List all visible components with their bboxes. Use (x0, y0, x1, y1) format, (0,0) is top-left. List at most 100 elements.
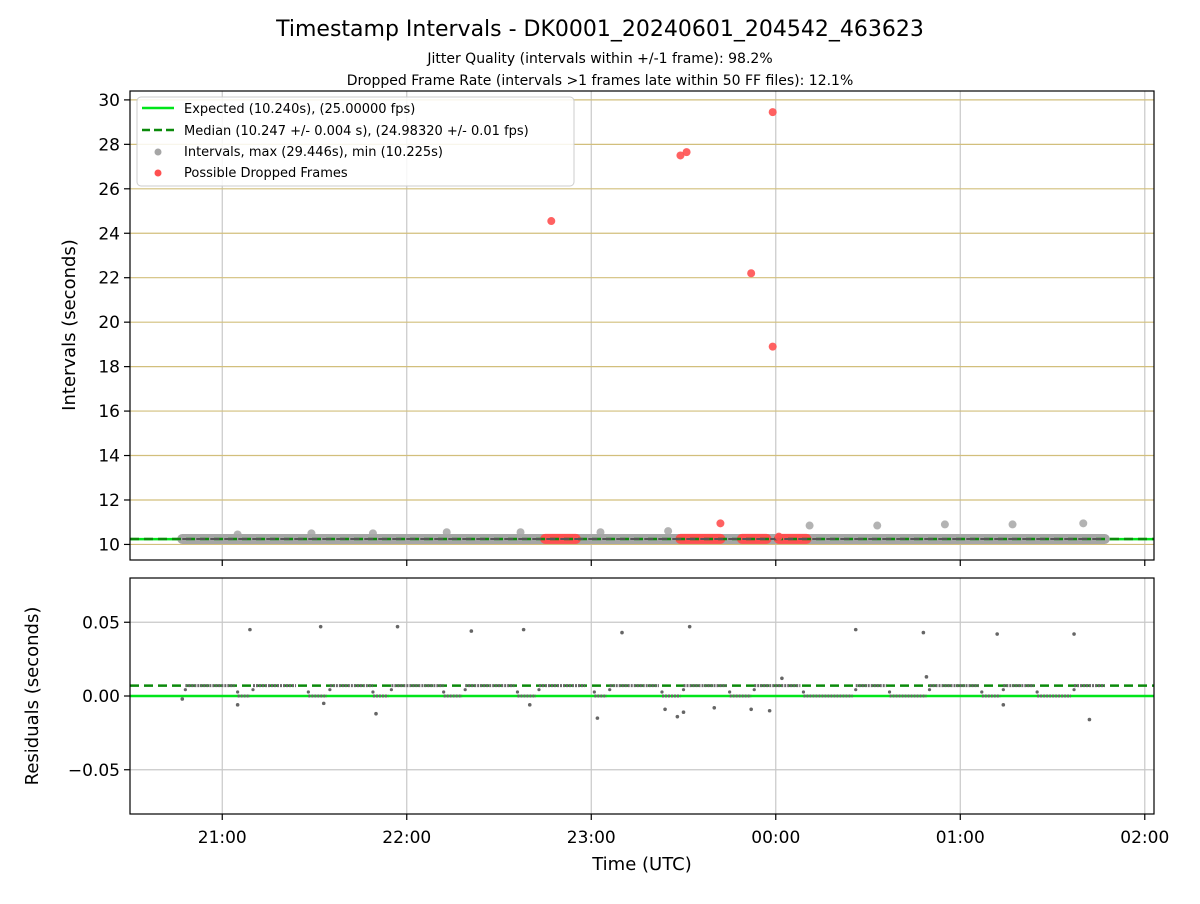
residual-outlier-points (180, 624, 1092, 722)
residual-point (251, 688, 255, 692)
residual-point (515, 690, 520, 694)
intervals-y-tick-label: 10 (98, 535, 120, 555)
residual-point (687, 624, 692, 629)
residual-point (663, 707, 667, 712)
residual-point (980, 690, 984, 694)
intervals-y-tick-label: 16 (98, 402, 120, 422)
residual-point (780, 676, 784, 681)
residual-point (463, 688, 467, 692)
interval-point (805, 521, 814, 530)
residual-point (521, 627, 526, 632)
intervals-y-tick-label: 28 (98, 135, 120, 155)
residual-point (389, 688, 393, 692)
residual-point (854, 688, 858, 692)
intervals-y-tick-label: 20 (98, 313, 120, 333)
residual-point (527, 703, 532, 707)
legend: Expected (10.240s), (25.00000 fps) Media… (136, 96, 575, 187)
intervals-y-axis-label: Intervals (seconds) (59, 239, 80, 411)
residual-point (592, 690, 596, 694)
interval-outlier-points (233, 519, 1088, 539)
residual-point (749, 707, 753, 712)
residual-point (608, 688, 612, 692)
residual-point (1072, 632, 1076, 636)
interval-point (516, 528, 525, 537)
residual-point (924, 675, 929, 679)
interval-point (1008, 520, 1017, 529)
intervals-panel: 10 12 14 16 18 20 22 24 26 28 30 Intervals (second… (59, 90, 1155, 566)
interval-point (873, 521, 882, 530)
residual-point (180, 697, 185, 701)
legend-dropped-label: Possible Dropped Frames (184, 166, 348, 181)
legend-median-label: Median (10.247 +/- 0.004 s), (24.98320 +… (184, 124, 529, 139)
residual-point (853, 627, 858, 632)
dropped-frame-point (768, 108, 777, 117)
residual-point (712, 706, 717, 710)
residual-point (395, 624, 400, 629)
interval-point (307, 529, 316, 538)
chart-subtitle-jitter: Jitter Quality (intervals within +/-1 fr… (426, 51, 772, 67)
dropped-frame-point (676, 151, 685, 160)
residual-point (927, 688, 932, 692)
residual-point (1001, 703, 1006, 707)
legend-intervals-label: Intervals, max (29.446s), min (10.225s) (184, 145, 443, 160)
intervals-data (130, 108, 1154, 544)
x-axis-label: Time (UTC) (591, 854, 692, 875)
intervals-y-tick-label: 18 (98, 358, 120, 378)
chart-subtitle-dropped: Dropped Frame Rate (intervals >1 frames … (347, 73, 854, 89)
residuals-panel: 0.05 0.00 −0.05 21:00 22:00 23:00 00:00 01:00 0… (22, 577, 1169, 875)
intervals-y-tick-label: 12 (98, 491, 120, 511)
interval-point (940, 520, 949, 529)
residual-point (595, 716, 600, 720)
legend-box (136, 96, 575, 187)
residual-point (681, 710, 686, 715)
x-tick-label: 21:00 (198, 828, 247, 848)
residual-point (995, 632, 999, 636)
residual-point (1072, 688, 1076, 692)
residual-point (728, 690, 732, 694)
dropped-frame-point (682, 148, 691, 157)
interval-point (233, 530, 242, 539)
intervals-x-ticks (221, 560, 1146, 566)
residual-point (801, 690, 806, 694)
interval-point (442, 528, 451, 537)
dropped-frame-point (547, 217, 556, 226)
x-tick-label: 22:00 (382, 828, 431, 848)
residuals-x-ticks: 21:00 22:00 23:00 00:00 01:00 02:00 (198, 814, 1169, 848)
legend-expected-label: Expected (10.240s), (25.00000 fps) (184, 102, 415, 117)
interval-point (1079, 519, 1088, 528)
residuals-y-tick-label: −0.05 (68, 761, 120, 781)
residual-point (1035, 690, 1039, 694)
residual-point (248, 627, 252, 632)
residual-point (371, 690, 375, 694)
residual-point (328, 688, 332, 692)
residuals-y-tick-label: 0.00 (82, 687, 120, 707)
residual-point (887, 690, 892, 694)
residual-point (236, 690, 240, 694)
intervals-axes-frame (129, 90, 1155, 561)
chart-title: Timestamp Intervals - DK0001_20240601_20… (275, 17, 924, 42)
residual-segments (183, 684, 1105, 698)
residual-point (306, 690, 310, 694)
residual-point (469, 629, 474, 633)
interval-point (596, 528, 605, 537)
dropped-frame-point (774, 532, 783, 541)
residual-point (537, 688, 541, 692)
intervals-y-tick-label: 22 (98, 269, 120, 289)
x-tick-label: 23:00 (567, 828, 616, 848)
intervals-y-tick-label: 30 (98, 91, 120, 111)
residual-point (660, 690, 664, 694)
x-tick-label: 00:00 (751, 828, 800, 848)
residual-point (681, 688, 686, 692)
intervals-y-ticks: 10 12 14 16 18 20 22 24 26 28 30 (98, 91, 130, 555)
residual-point (321, 701, 326, 706)
intervals-band (177, 533, 1110, 544)
x-tick-label: 02:00 (1120, 828, 1169, 848)
dropped-frame-point (747, 269, 756, 278)
intervals-y-tick-label: 14 (98, 447, 120, 467)
residual-point (374, 711, 378, 716)
residual-point (235, 703, 240, 707)
residual-point (183, 688, 187, 692)
dropped-frame-point (716, 519, 725, 528)
dropped-frame-point (768, 342, 777, 351)
